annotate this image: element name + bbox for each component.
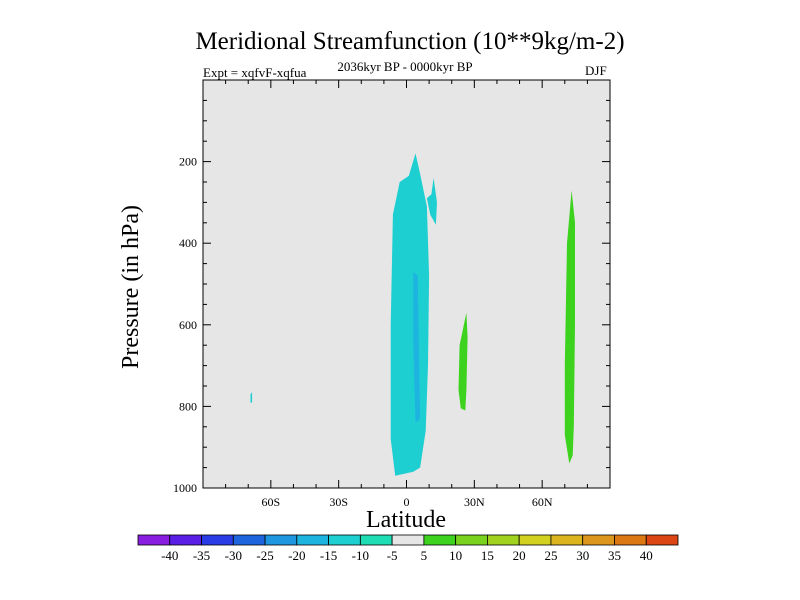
- colorbar-swatch: [614, 534, 647, 546]
- colorbar-level-label: -35: [193, 548, 210, 563]
- colorbar-swatch: [201, 534, 234, 546]
- x-tick-label: 30S: [329, 495, 348, 509]
- colorbar-swatch: [359, 534, 393, 546]
- contour-region-negative-speck-southern: [250, 392, 253, 404]
- colorbar-swatch: [518, 534, 552, 546]
- colorbar-level-label: -5: [387, 548, 398, 563]
- colorbar-level-label: 25: [544, 548, 557, 563]
- y-tick-label: 400: [179, 236, 197, 250]
- contour-region-negative-lobe-north: [426, 177, 437, 225]
- colorbar-swatch: [582, 534, 615, 546]
- y-tick-label: 1000: [173, 481, 197, 495]
- colorbar-swatch: [487, 534, 520, 546]
- y-tick-label: 800: [179, 399, 197, 413]
- contour-region-positive-cell-70n: [564, 190, 575, 464]
- colorbar-level-label: -30: [225, 548, 242, 563]
- colorbar-swatch: [550, 534, 584, 546]
- contour-regions: [250, 153, 575, 476]
- colorbar-swatch: [391, 534, 425, 546]
- x-tick-label: 0: [404, 495, 410, 509]
- colorbar-swatch: [264, 534, 298, 546]
- colorbar-level-label: 15: [481, 548, 494, 563]
- x-tick-label: 60N: [532, 495, 553, 509]
- x-tick-label: 60S: [261, 495, 280, 509]
- colorbar-level-label: -15: [320, 548, 337, 563]
- colorbar-swatch: [232, 534, 266, 546]
- colorbar-level-label: 30: [576, 548, 589, 563]
- colorbar-swatch: [137, 534, 171, 546]
- axis-ticks: 60S 30S 0 30N 60N 200 400 600 800 1000: [173, 80, 610, 509]
- colorbar-level-label: 5: [421, 548, 428, 563]
- contour-region-positive-cell-30n: [458, 312, 468, 411]
- x-tick-label: 30N: [464, 495, 485, 509]
- colorbar-level-label: -40: [161, 548, 178, 563]
- colorbar-level-label: 20: [513, 548, 526, 563]
- colorbar-level-label: 40: [640, 548, 653, 563]
- colorbar-swatch: [645, 534, 679, 546]
- colorbar-level-label: 10: [449, 548, 462, 563]
- colorbar-swatch: [455, 534, 488, 546]
- y-tick-label: 200: [179, 155, 197, 169]
- chart-title: Meridional Streamfunction (10**9kg/m-2): [195, 28, 625, 55]
- contour-region-negative-core: [413, 271, 421, 423]
- colorbar-level-label: 35: [608, 548, 621, 563]
- x-axis-title: Latitude: [366, 507, 446, 533]
- season-label: DJF: [585, 63, 607, 78]
- colorbar-level-label: -25: [256, 548, 273, 563]
- colorbar-swatch: [328, 534, 361, 546]
- contour-region-negative-cell-equator: [390, 153, 430, 476]
- period-label: 2036kyr BP - 0000kyr BP: [337, 59, 473, 74]
- colorbar-swatch: [296, 534, 329, 546]
- experiment-label: Expt = xqfvF-xqfua: [203, 65, 307, 80]
- colorbar-level-label: -10: [352, 548, 369, 563]
- colorbar-swatch: [169, 534, 202, 546]
- y-axis-title: Pressure (in hPa): [118, 205, 144, 369]
- colorbar-level-label: -20: [288, 548, 305, 563]
- y-tick-label: 600: [179, 318, 197, 332]
- colorbar: -40 -35 -30 -25 -20 -15 -10 -5 5 10 15 20 25 30 35 40: [137, 534, 679, 563]
- colorbar-swatch: [423, 534, 457, 546]
